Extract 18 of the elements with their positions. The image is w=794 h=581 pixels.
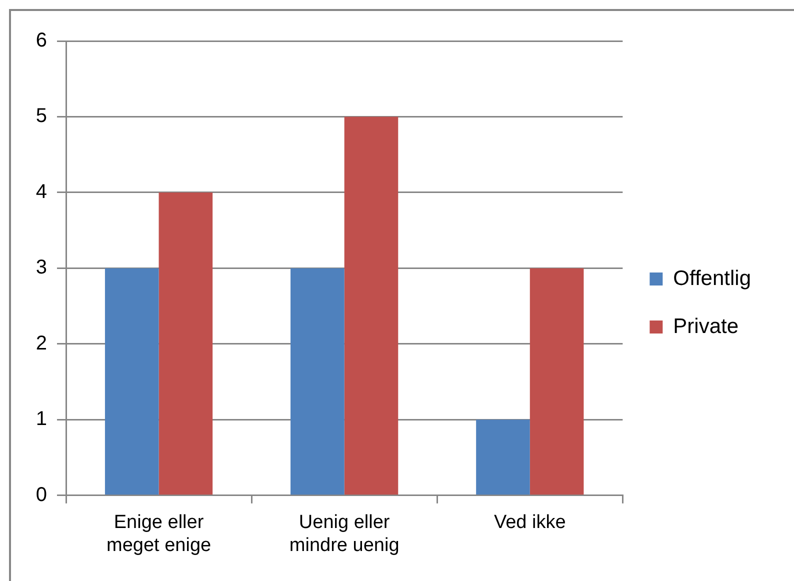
- bar: [476, 420, 530, 495]
- y-tick-label: 2: [36, 332, 47, 354]
- bar: [530, 268, 584, 495]
- y-tick-label: 3: [36, 256, 47, 279]
- x-tick-label: Uenig eller mindre uenig: [289, 512, 400, 556]
- bar: [290, 268, 344, 495]
- y-tick-label: 1: [36, 408, 47, 430]
- legend-label: Private: [673, 314, 739, 338]
- bar: [344, 116, 398, 495]
- y-tick-label: 4: [36, 180, 47, 203]
- legend-label: Offentlig: [673, 266, 751, 290]
- y-tick-label: 6: [36, 30, 47, 52]
- x-tick-label: Enige eller meget enige: [106, 512, 212, 556]
- x-tick-label: Ved ikke: [494, 512, 566, 534]
- bar: [158, 192, 213, 495]
- bar: [104, 268, 159, 495]
- y-tick-label: 5: [36, 105, 47, 128]
- y-tick-label: 0: [36, 484, 47, 506]
